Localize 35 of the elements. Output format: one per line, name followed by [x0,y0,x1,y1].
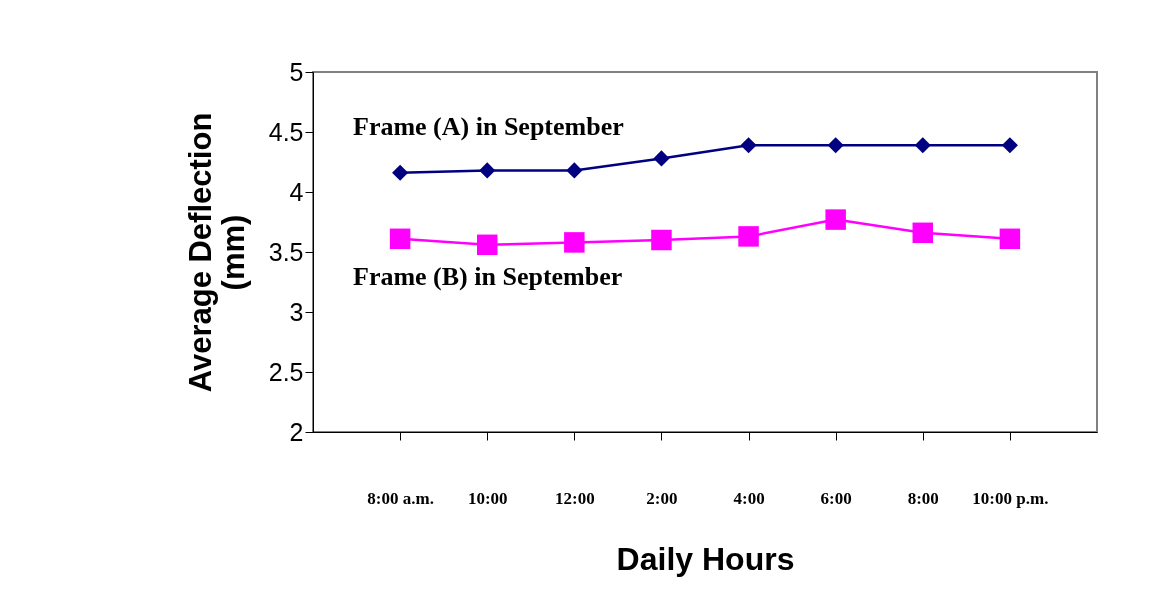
x-tick-label: 12:00 [555,488,595,508]
point [914,137,931,154]
x-axis-title: Daily Hours [616,540,795,577]
x-tick-label: 8:00 a.m. [367,488,434,508]
x-tick-label: 2:00 [646,488,678,508]
point [479,162,496,179]
series-label: Frame (B) in September [353,262,623,291]
y-tick-label: 2.5 [268,357,304,386]
y-axis-title: Average Deflection (mm) [182,112,251,393]
series-label: Frame (A) in September [353,112,624,141]
point [912,222,934,244]
y-tick-label: 4.5 [268,117,304,146]
point [827,137,844,154]
point [740,137,757,154]
point [653,150,670,167]
point [999,228,1021,250]
y-tick-label: 3 [289,297,304,326]
point [651,229,672,251]
x-tick-label: 6:00 [820,488,852,508]
point [389,228,411,250]
point [564,232,585,253]
x-tick-label: 10:00 [467,488,508,508]
point [566,162,583,179]
y-tick-label: 3.5 [268,237,304,266]
point [825,209,846,230]
point [738,226,759,247]
point [1001,137,1018,154]
point [476,234,498,256]
x-tick-label: 10:00 p.m. [972,488,1049,508]
y-tick-label: 4 [289,177,304,206]
x-tick-label: 8:00 [907,488,939,508]
point [392,164,409,181]
x-tick-label: 4:00 [733,488,765,508]
y-tick-label: 5 [289,57,304,86]
y-tick-label: 2 [289,417,304,446]
